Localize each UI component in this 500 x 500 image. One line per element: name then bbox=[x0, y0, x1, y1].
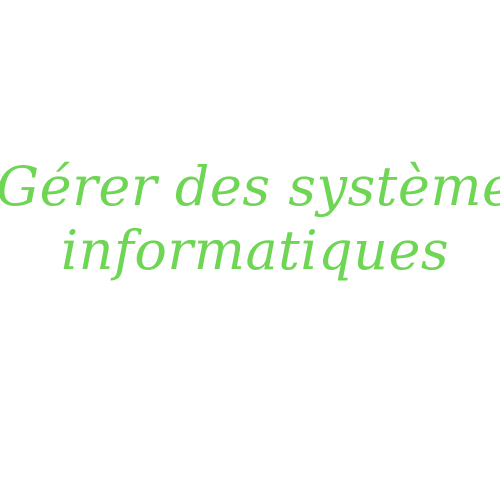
page-title: Gérer des systèmes informatiques bbox=[0, 160, 500, 278]
title-line-1: Gérer des systèmes bbox=[0, 155, 500, 218]
title-line-2: informatiques bbox=[60, 219, 450, 282]
